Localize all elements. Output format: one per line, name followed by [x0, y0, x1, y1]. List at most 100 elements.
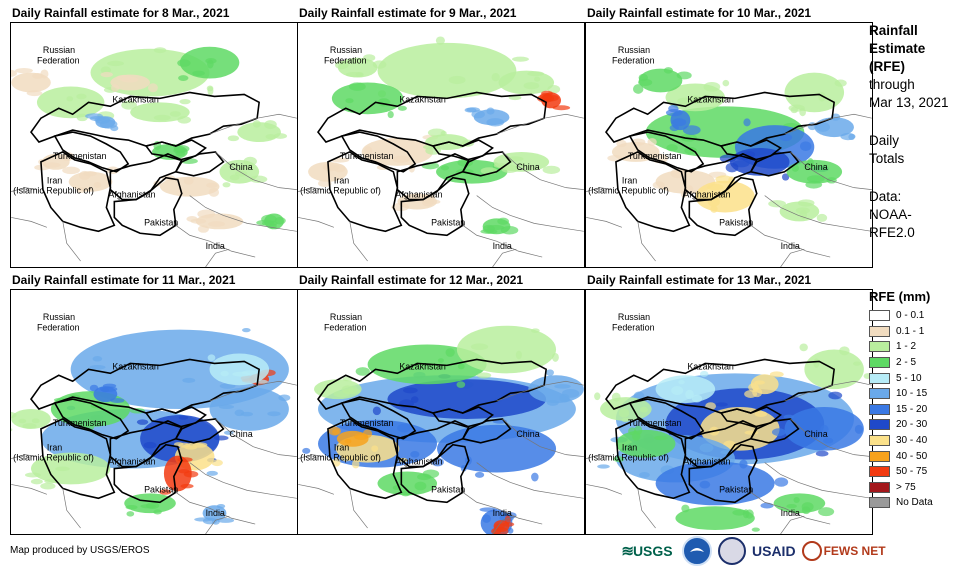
- rainfall-speckle: [94, 116, 111, 124]
- data-source-line2: NOAA-: [869, 207, 912, 222]
- rainfall-speckle: [232, 371, 251, 377]
- rainfall-speckle: [594, 392, 601, 401]
- rainfall-speckle: [340, 455, 353, 462]
- india-label: India: [493, 508, 512, 518]
- agency-logos: ≋ USGS USAID FEWS NET: [618, 536, 886, 566]
- rainfall-speckle: [647, 138, 657, 146]
- legend-label: 15 - 20: [896, 403, 928, 415]
- map-panel-6: Daily Rainfall estimate for 13 Mar., 202…: [585, 273, 873, 535]
- rainfall-speckle: [227, 135, 240, 142]
- rainfall-speckle: [654, 435, 668, 441]
- country-border: [684, 420, 758, 468]
- panel-title: Daily Rainfall estimate for 13 Mar., 202…: [587, 273, 812, 287]
- rainfall-speckle: [710, 205, 718, 213]
- country-border: [496, 380, 584, 457]
- legend-swatch: [869, 341, 890, 353]
- india-label: India: [781, 241, 800, 251]
- country-border: [40, 418, 116, 500]
- rainfall-speckle: [153, 47, 167, 54]
- china-label: China: [229, 429, 252, 439]
- rainfall-speckle: [211, 459, 223, 467]
- rainfall-speckle: [681, 504, 690, 513]
- rainfall-speckle: [344, 438, 352, 444]
- rainfall-speckle: [267, 411, 281, 417]
- russia-label: Federation: [612, 56, 655, 66]
- country-border: [11, 187, 230, 267]
- kazakhstan-label: Kazakhstan: [399, 361, 446, 371]
- country-border: [396, 153, 470, 201]
- rainfall-speckle: [638, 471, 650, 478]
- turkmenistan-label: Turkmenistan: [628, 418, 682, 428]
- rainfall-speckle: [732, 509, 747, 516]
- rainfall-speckle: [397, 105, 407, 111]
- country-border: [174, 151, 225, 177]
- rainfall-patch: [729, 147, 790, 176]
- rainfall-speckle: [500, 226, 519, 235]
- rainfall-speckle: [354, 433, 369, 440]
- country-border: [431, 406, 494, 428]
- rainfall-speckle: [411, 396, 419, 403]
- country-border: [431, 139, 494, 161]
- rainfall-speckle: [153, 114, 171, 121]
- through-date: Mar 13, 2021: [869, 95, 949, 110]
- rainfall-speckle: [618, 408, 630, 418]
- legend-item: 15 - 20: [869, 402, 964, 418]
- pakistan-label: Pakistan: [431, 217, 465, 227]
- country-border: [174, 418, 225, 444]
- rainfall-speckle: [688, 95, 702, 104]
- data-source-line3: RFE2.0: [869, 225, 915, 240]
- rainfall-speckle: [208, 187, 220, 197]
- rainfall-speckle: [302, 447, 311, 454]
- rainfall-speckle: [93, 181, 102, 188]
- rainfall-patch: [528, 375, 584, 404]
- rainfall-speckle: [486, 118, 505, 127]
- country-border: [327, 418, 403, 500]
- totals-line2: Totals: [869, 151, 905, 166]
- afghanistan-label: Afghanistan: [108, 190, 155, 200]
- legend-swatch: [869, 403, 890, 415]
- rainfall-speckle: [136, 419, 149, 425]
- rainfall-patch: [387, 379, 547, 419]
- iran-label: Iran: [622, 176, 637, 186]
- legend-swatch: [869, 388, 890, 400]
- legend-swatch: [869, 466, 890, 478]
- rainfall-speckle: [159, 489, 172, 495]
- country-border: [615, 418, 691, 500]
- country-border: [688, 443, 758, 504]
- rfe-title-line2: Estimate: [869, 41, 926, 56]
- rainfall-patch: [163, 455, 192, 492]
- rainfall-speckle: [223, 430, 234, 435]
- china-label: China: [804, 429, 827, 439]
- rainfall-speckle: [242, 328, 251, 333]
- rainfall-speckle: [178, 415, 189, 420]
- rainfall-speckle: [669, 124, 680, 132]
- rainfall-speckle: [264, 120, 277, 130]
- pakistan-label: Pakistan: [719, 217, 753, 227]
- country-border: [749, 418, 800, 444]
- rainfall-speckle: [273, 133, 288, 139]
- rainfall-patch: [361, 138, 434, 166]
- rainfall-speckle: [206, 470, 218, 476]
- rainfall-speckle: [24, 472, 41, 478]
- rainfall-speckle: [55, 466, 70, 472]
- rainfall-speckle: [243, 156, 257, 166]
- rainfall-speckle: [474, 471, 485, 478]
- rainfall-patch: [784, 72, 845, 113]
- india-label: India: [206, 241, 225, 251]
- rainfall-speckle: [18, 418, 27, 424]
- rainfall-speckle: [318, 179, 332, 188]
- legend-swatch: [869, 325, 890, 337]
- rainfall-speckle: [153, 509, 162, 515]
- rainfall-speckle: [348, 82, 366, 91]
- russia-label: Russian: [330, 45, 362, 55]
- rainfall-speckle: [663, 67, 673, 74]
- russia-label: Russian: [43, 312, 75, 322]
- rainfall-speckle: [249, 175, 268, 183]
- rainfall-speckle: [807, 158, 814, 168]
- legend-item: 1 - 2: [869, 339, 964, 355]
- country-border: [750, 195, 872, 258]
- afghanistan-label: Afghanistan: [683, 190, 730, 200]
- rainfall-speckle: [121, 100, 137, 110]
